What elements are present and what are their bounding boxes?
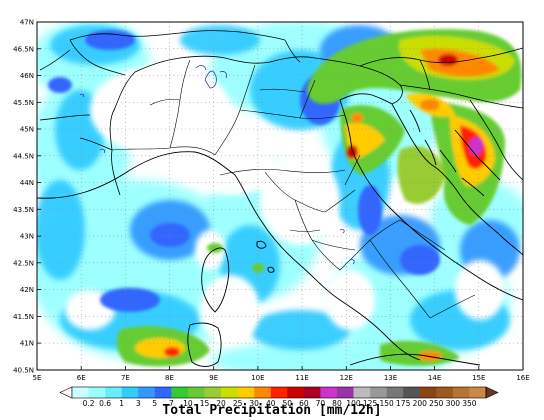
colorbar-label: 50 (283, 399, 293, 408)
lat-label: 43N (20, 233, 34, 241)
colorbar-label: 15 (200, 399, 210, 408)
lat-label: 41.5N (13, 313, 34, 321)
lat-label: 42N (20, 286, 34, 294)
colorbar-swatch (221, 387, 238, 398)
colorbar-label: 250 (429, 399, 444, 408)
colorbar-label: 80 (332, 399, 342, 408)
lon-label: 6E (77, 374, 86, 382)
colorbar-label: 10 (183, 399, 193, 408)
colorbar-label: 0.2 (83, 399, 95, 408)
colorbar-label: 1 (119, 399, 124, 408)
colorbar-label: 70 (316, 399, 326, 408)
colorbar-frame (71, 386, 487, 399)
lon-label: 8E (165, 374, 174, 382)
colorbar-label: 3 (136, 399, 141, 408)
colorbar-swatch (105, 387, 122, 398)
colorbar-right-arrow (485, 386, 499, 399)
colorbar-swatch (353, 387, 371, 398)
lat-label: 41N (20, 340, 34, 348)
national-borders (39, 30, 523, 196)
colorbar-label: 7 (169, 399, 174, 408)
colorbar-swatch (452, 387, 470, 398)
lat-label: 45N (20, 126, 34, 134)
lat-label: 46.5N (13, 45, 34, 53)
lon-label: 16E (516, 374, 529, 382)
lat-label: 47N (20, 19, 34, 27)
latitude-labels: 47N 46.5N 46N 45.5N 45N 44.5N 44N 43.5N … (13, 19, 34, 375)
colorbar-label: 300 (446, 399, 461, 408)
lon-label: 15E (472, 374, 485, 382)
colorbar-label: 30 (249, 399, 259, 408)
colorbar-title: Total Precipitation [mm/12h] (162, 403, 381, 418)
colorbar-swatch (121, 387, 139, 398)
colorbar-swatch (303, 387, 321, 398)
lon-label: 13E (384, 374, 397, 382)
colorbar-label: 40 (266, 399, 276, 408)
colorbar-swatch (270, 387, 288, 398)
lon-label: 5E (33, 374, 42, 382)
colorbar-swatch (320, 387, 338, 398)
lat-label: 46N (20, 72, 34, 80)
colorbar-label: 125 (363, 399, 378, 408)
colorbar: 0.2 0.6 1 3 5 7 10 15 20 25 30 40 50 60 70 80 100 125 150 1… (59, 386, 499, 408)
colorbar-label: 200 (413, 399, 428, 408)
lon-label: 7E (121, 374, 130, 382)
colorbar-label: 150 (379, 399, 394, 408)
lon-label: 14E (428, 374, 441, 382)
lat-label: 43.5N (13, 206, 34, 214)
lakes (79, 65, 355, 265)
map-frame (36, 21, 524, 371)
colorbar-swatch (154, 387, 172, 398)
lon-label: 11E (295, 374, 308, 382)
lat-label: 42.5N (13, 259, 34, 267)
lon-label: 10E (251, 374, 264, 382)
colorbar-label: 60 (299, 399, 309, 408)
lon-label: 12E (340, 374, 353, 382)
colorbar-swatch (88, 387, 106, 398)
colorbar-swatch (386, 387, 404, 398)
lon-label: 9E (209, 374, 218, 382)
colorbar-swatch (138, 387, 156, 398)
longitude-labels: 5E 6E 7E 8E 9E 10E 11E 12E 13E 14E 15E 1… (33, 374, 530, 382)
colorbar-swatch (204, 387, 222, 398)
colorbar-swatch (187, 387, 205, 398)
precipitation-field (37, 22, 523, 370)
lat-label: 44.5N (13, 152, 34, 160)
lat-label: 45.5N (13, 99, 34, 107)
colorbar-label: 0.6 (99, 399, 111, 408)
colorbar-swatch (254, 387, 272, 398)
coastlines (37, 93, 523, 367)
colorbar-swatch (469, 387, 487, 398)
colorbar-swatch (336, 387, 354, 398)
colorbar-swatch (171, 387, 189, 398)
colorbar-label: 20 (216, 399, 226, 408)
colorbar-swatch (419, 387, 437, 398)
regional-borders (111, 59, 476, 319)
colorbar-swatch (287, 387, 305, 398)
colorbar-label: 350 (462, 399, 477, 408)
colorbar-swatch (72, 387, 89, 398)
colorbar-label: 5 (152, 399, 157, 408)
colorbar-swatch (436, 387, 454, 398)
lat-label: 44N (20, 179, 34, 187)
lat-label: 40.5N (13, 367, 34, 375)
colorbar-label: 175 (396, 399, 411, 408)
colorbar-left-arrow (59, 386, 73, 399)
colorbar-label: 25 (233, 399, 243, 408)
colorbar-label: 100 (346, 399, 361, 408)
colorbar-swatch (403, 387, 421, 398)
colorbar-swatch (370, 387, 387, 398)
colorbar-swatch (237, 387, 255, 398)
